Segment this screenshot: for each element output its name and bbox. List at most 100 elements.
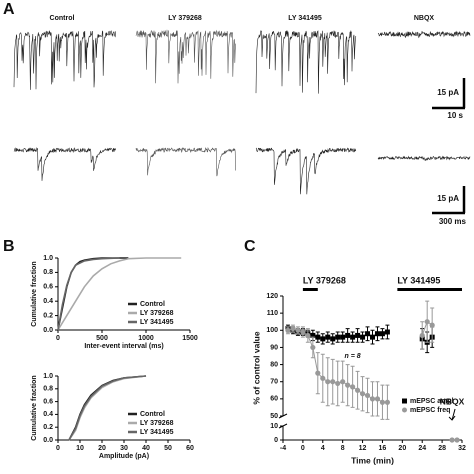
x-axis-label: Time (min) [351,455,394,465]
y-tick-label: 1.0 [43,373,53,380]
y-tick-label: 0.2 [43,424,53,431]
marker [325,334,331,340]
x-tick-label: 60 [186,445,194,452]
trace [135,29,236,84]
marker [350,384,356,390]
marker [330,379,336,385]
x-tick-label: 4 [321,445,325,452]
marker [330,336,336,342]
trace [255,147,357,195]
x-tick-label: 1500 [182,335,198,342]
marker [345,382,351,388]
y-tick-label: 50 [270,413,278,420]
condition-label: LY 379268 [168,15,202,22]
y-tick-label: 0.8 [43,269,53,276]
marker [429,322,435,328]
marker [370,334,375,340]
marker [305,332,311,339]
treatment-label: LY 379268 [303,275,346,285]
panel-label: C [244,238,256,255]
y-tick-label: 100 [266,327,278,334]
trace [13,147,116,181]
marker [340,379,346,385]
x-tick-label: 12 [359,445,367,452]
y-tick-label: 0.2 [43,312,53,319]
marker [290,325,296,332]
scale-label: 15 pA [437,88,459,97]
marker [300,329,306,335]
x-tick-label: 28 [438,445,446,452]
cdf-line [57,257,129,331]
marker [419,332,425,339]
marker [310,332,316,338]
legend-marker [402,407,407,413]
legend-label: LY 379268 [140,310,174,317]
chart: 0.0 0.2 0.4 0.6 0.8 1.0 0 10 20 30 40 50 60 Amplitude… [31,373,194,460]
y-tick-label: 80 [270,361,278,368]
panel-label: B [3,238,15,255]
arrow [448,408,456,421]
marker [424,319,430,325]
x-tick-label: 32 [458,445,466,452]
condition-label: LY 341495 [288,15,322,22]
scale-bars [432,78,466,215]
treatment-bar [397,288,462,291]
legend-label: mEPSC freq [410,407,450,414]
x-tick-label: 30 [120,445,128,452]
legend-label: LY 379268 [140,420,174,427]
scale-label: 300 ms [439,217,467,226]
legend-label: Control [140,301,165,308]
marker [449,437,455,443]
x-tick-label: 40 [142,445,150,452]
marker [359,391,366,397]
legend-label: Control [140,411,165,418]
cdf-line [68,375,147,441]
marker [454,437,460,443]
y-tick-label: 90 [270,344,278,351]
legend-label: LY 341495 [140,429,174,436]
trace [377,155,471,161]
y-tick-label: 60 [270,396,278,403]
marker [350,334,356,340]
x-tick-label: 50 [164,445,172,452]
marker [365,331,371,337]
y-tick-label: 0 [274,437,278,444]
y-tick-label: 120 [266,293,278,300]
marker [295,327,301,333]
x-tick-label: 8 [341,445,345,452]
x-tick-label: 500 [96,335,108,342]
marker [384,399,391,405]
marker [355,332,361,338]
trace [255,30,357,94]
panel-label: A [3,1,15,18]
y-axis-label: Cumulative fraction [31,261,38,326]
marker [335,334,341,340]
marker [374,331,380,337]
x-tick-label: 0 [301,445,305,452]
y-tick-label: 110 [267,310,278,317]
cdf-line [57,257,120,331]
x-tick-label: 0 [56,445,60,452]
x-tick-label: -4 [280,445,286,452]
treatment-label: LY 341495 [397,275,440,285]
marker [360,334,366,340]
y-tick-label: 10 [270,423,278,430]
x-tick-label: 10 [76,445,84,452]
marker [379,399,386,405]
marker [315,370,321,376]
x-tick-label: 0 [56,335,60,342]
marker [369,396,376,402]
y-tick-label: 0.6 [43,284,53,291]
y-tick-label: 0.0 [43,437,53,444]
legend-label: LY 341495 [140,319,174,326]
marker [379,331,385,337]
annotation: NBQX [440,396,465,406]
y-tick-label: 1.0 [43,255,53,262]
y-axis-label: % of control value [251,331,261,404]
x-tick-label: 16 [379,445,387,452]
scale-label: 10 s [447,111,463,120]
cdf-line [57,257,182,331]
scale-label: 15 pA [437,194,459,203]
marker [315,334,321,340]
traces [13,29,471,195]
